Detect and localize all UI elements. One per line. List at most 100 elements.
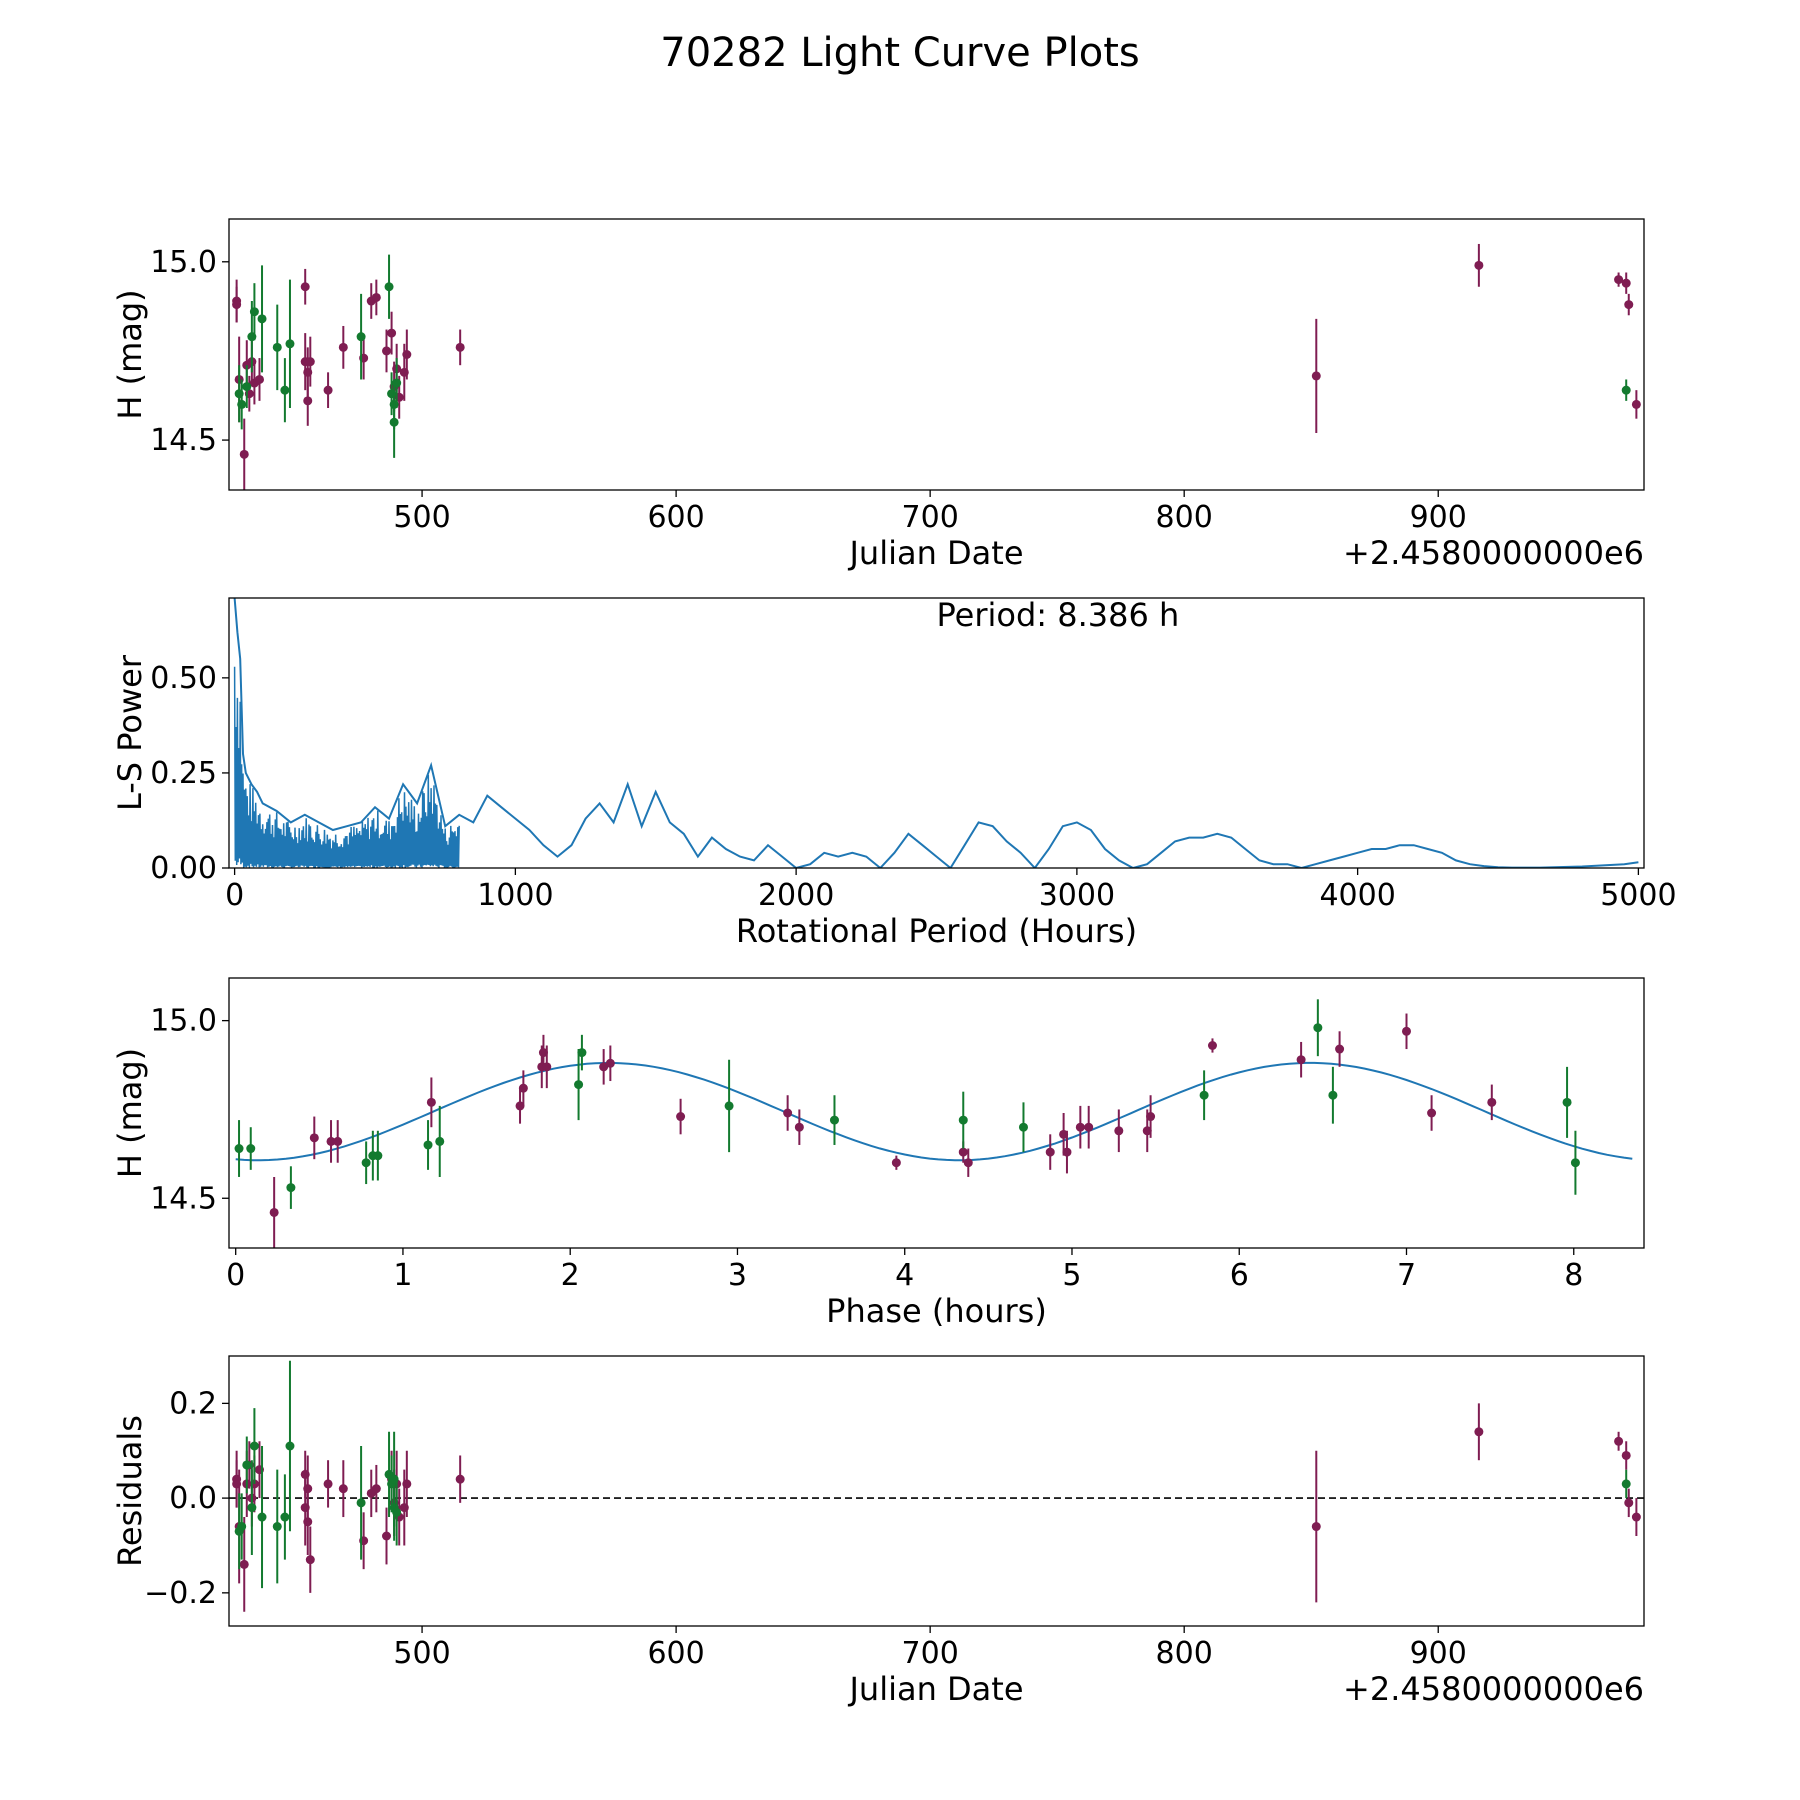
y-tick-label: 0.0 <box>169 1481 217 1516</box>
axes-frame <box>228 1355 1645 1627</box>
data-point-green <box>829 1115 839 1125</box>
x-tick-label: 4000 <box>1319 878 1395 913</box>
y-axis-label: H (mag) <box>111 289 149 419</box>
data-point-green <box>1328 1090 1338 1100</box>
y-tick-label: 14.5 <box>150 1181 217 1216</box>
data-point-purple <box>518 1083 528 1093</box>
data-point-green <box>237 1522 247 1532</box>
data-point-purple <box>300 282 310 292</box>
x-tick-label: 4 <box>895 1258 914 1293</box>
data-point-purple <box>455 342 465 352</box>
data-point-purple <box>309 1133 319 1143</box>
data-point-purple <box>232 300 242 310</box>
x-tick-label: 0 <box>226 1258 245 1293</box>
x-tick-label: 900 <box>1410 500 1467 535</box>
data-point-purple <box>402 1479 412 1489</box>
y-axis-label: H (mag) <box>111 1048 149 1178</box>
data-point-green <box>1018 1122 1028 1132</box>
data-point-purple <box>402 350 412 359</box>
x-tick-label: 3000 <box>1039 878 1115 913</box>
data-point-purple <box>1311 1522 1321 1532</box>
data-point-green <box>234 1144 244 1154</box>
data-point-purple <box>1487 1097 1497 1107</box>
plot-area <box>229 1360 1644 1612</box>
data-point-purple <box>1075 1122 1085 1132</box>
x-tick-label: 1000 <box>477 878 553 913</box>
data-point-purple <box>323 1479 333 1489</box>
axes-frame <box>228 977 1645 1249</box>
data-point-purple <box>239 449 249 459</box>
x-offset-label: +2.4580000000e6 <box>1343 1670 1644 1708</box>
y-tick-label: 0.25 <box>150 756 217 791</box>
x-tick-label: 0 <box>225 878 244 913</box>
plot-area <box>234 999 1633 1248</box>
panel-light-curve-julian: 500 600 700 800 900 14.5 15.0 Julian Date H (mag… <box>111 218 1645 572</box>
data-point-purple <box>515 1101 525 1111</box>
data-point-purple <box>1621 1450 1631 1460</box>
data-point-purple <box>382 346 392 356</box>
x-tick-label: 900 <box>1410 1636 1467 1671</box>
x-axis-label: Phase (hours) <box>826 1292 1047 1330</box>
y-tick-label: 0.2 <box>169 1386 217 1421</box>
x-tick-label: 500 <box>393 500 450 535</box>
data-point-green <box>373 1151 383 1161</box>
data-point-green <box>249 1441 259 1451</box>
data-point-purple <box>891 1158 901 1168</box>
data-point-green <box>242 382 252 392</box>
data-point-purple <box>1427 1108 1437 1118</box>
x-tick-label: 8 <box>1564 1258 1583 1293</box>
data-point-purple <box>371 1484 381 1494</box>
data-point-green <box>392 1507 402 1517</box>
data-point-green <box>356 1498 366 1508</box>
data-point-green <box>958 1115 968 1125</box>
data-point-green <box>1621 1479 1631 1489</box>
x-tick-label: 2000 <box>758 878 834 913</box>
data-point-green <box>280 385 290 395</box>
data-point-green <box>435 1136 445 1146</box>
data-point-green <box>272 1522 282 1532</box>
data-point-purple <box>1614 275 1624 285</box>
data-point-green <box>280 1512 290 1522</box>
data-point-purple <box>783 1108 793 1118</box>
x-axis-label: Rotational Period (Hours) <box>736 912 1137 950</box>
data-point-purple <box>676 1112 686 1122</box>
data-point-purple <box>1146 1112 1156 1122</box>
data-point-green <box>272 342 282 352</box>
y-tick-label: −0.2 <box>144 1576 217 1611</box>
x-axis-label: Julian Date <box>847 534 1023 572</box>
panel-residuals: 500 600 700 800 900 −0.2 0.0 0.2 Julian Date Resi… <box>111 1355 1645 1708</box>
data-point-purple <box>1084 1122 1094 1132</box>
data-point-purple <box>333 1136 343 1146</box>
data-point-green <box>237 399 247 409</box>
data-point-green <box>1562 1097 1572 1107</box>
data-point-purple <box>323 385 333 395</box>
data-point-purple <box>1631 1512 1641 1522</box>
data-point-green <box>247 1503 257 1513</box>
data-point-purple <box>338 342 348 352</box>
x-offset-label: +2.4580000000e6 <box>1343 534 1644 572</box>
periodogram-line <box>233 598 1639 868</box>
model-curve <box>235 1061 1633 1162</box>
x-tick-label: 600 <box>647 1636 704 1671</box>
data-point-purple <box>605 1058 615 1068</box>
data-point-purple <box>1059 1129 1069 1139</box>
data-point-purple <box>254 374 264 384</box>
y-tick-label: 15.0 <box>150 1004 217 1039</box>
x-tick-label: 800 <box>1156 1636 1213 1671</box>
axes-frame <box>228 597 1645 869</box>
y-tick-label: 0.00 <box>150 851 217 886</box>
data-point-purple <box>239 1559 249 1569</box>
x-tick-label: 6 <box>1230 1258 1249 1293</box>
data-point-green <box>577 1048 587 1058</box>
x-tick-label: 3 <box>728 1258 747 1293</box>
data-point-green <box>285 1441 295 1451</box>
data-point-green <box>356 332 366 342</box>
data-point-green <box>257 314 267 324</box>
data-point-purple <box>1296 1055 1306 1065</box>
data-point-purple <box>326 1136 336 1146</box>
data-point-green <box>285 339 295 349</box>
data-point-green <box>392 378 402 388</box>
data-point-purple <box>542 1062 552 1072</box>
y-axis-label: Residuals <box>111 1415 149 1567</box>
